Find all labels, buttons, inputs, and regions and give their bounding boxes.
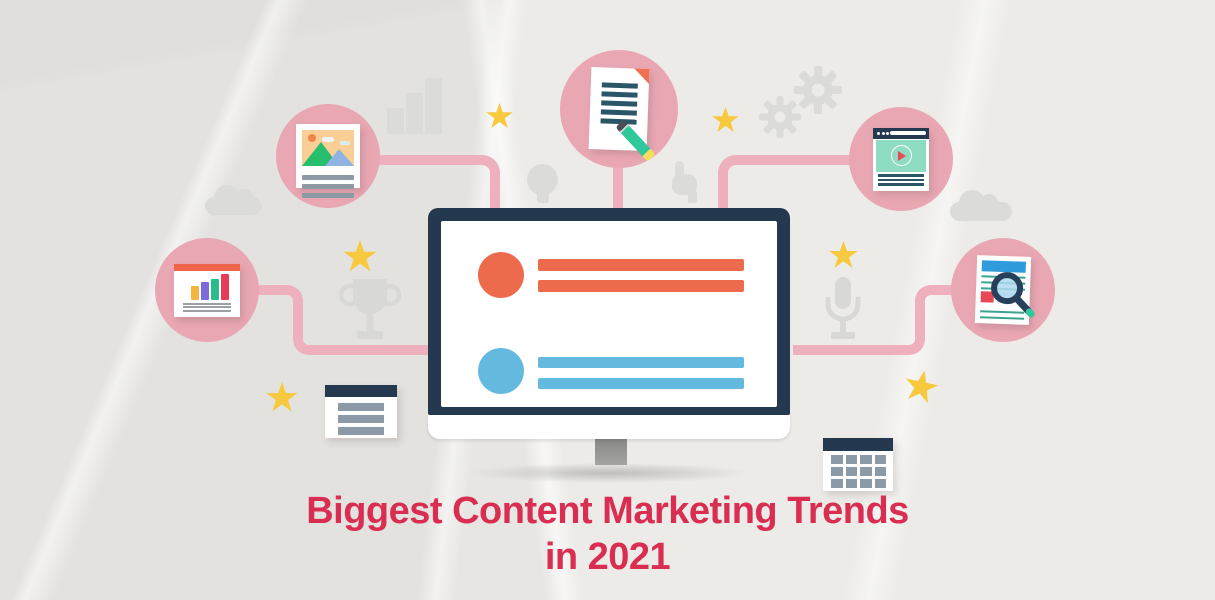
gears-icon [759,66,842,138]
star-icon [343,240,377,272]
monitor-screen [441,221,777,407]
list-card-icon [325,385,397,438]
connector-mid-right-a [915,285,960,325]
video-player-icon [873,127,929,191]
photo-icon [302,130,354,166]
browser-topbar [174,263,240,271]
star-icon [266,382,298,412]
hub-node-visual-content [276,104,380,208]
pencil-icon [615,119,656,162]
microphone-icon [825,277,861,339]
blue-text-bar [538,378,744,389]
title-line-2: in 2021 [544,535,671,578]
monitor-stand [595,439,627,465]
orange-bullet [478,252,524,298]
calendar-icon [823,438,893,491]
video-thumbnail [876,139,926,172]
bar-graph-icon [385,76,445,134]
monitor-frame [428,208,790,415]
browser-topbar [873,127,929,139]
orange-text-bar [538,280,744,292]
title-line-1: Biggest Content Marketing Trends [306,490,909,532]
monitor-illustration [428,208,790,488]
magnifier-document-icon [974,255,1035,325]
connector-top-right [718,155,850,213]
pointer-hand-icon [672,161,697,203]
blue-bullet [478,348,524,394]
hub-node-seo-research [951,238,1055,342]
image-article-icon [296,124,360,198]
cloud-icon [205,185,262,215]
orange-text-bar [538,259,744,271]
bar-chart-browser-icon [174,263,240,317]
star-icon [712,106,739,133]
connector-mid-left-a [255,285,303,325]
blue-text-bar [538,357,744,368]
connector-top-left [368,155,500,213]
play-button-icon [890,145,912,166]
hub-node-video-content [849,107,953,211]
monitor-chin [428,415,790,439]
calendar-grid [831,455,886,488]
document-pencil-icon [588,67,656,162]
star-icon [829,240,858,268]
star-icon [905,370,939,404]
page-title: Biggest Content Marketing Trends in 2021 [0,489,1215,580]
connector-mid-left-b [293,315,435,355]
trophy-icon [339,279,401,339]
hub-node-analytics [155,238,259,342]
lightbulb-icon [527,164,558,203]
hub-node-blog-writing [560,50,678,168]
magnifier-icon [991,272,1035,318]
connector-top-center [613,160,623,215]
star-icon [486,102,513,129]
connector-mid-right-b [793,315,925,355]
cloud-icon [950,190,1012,221]
